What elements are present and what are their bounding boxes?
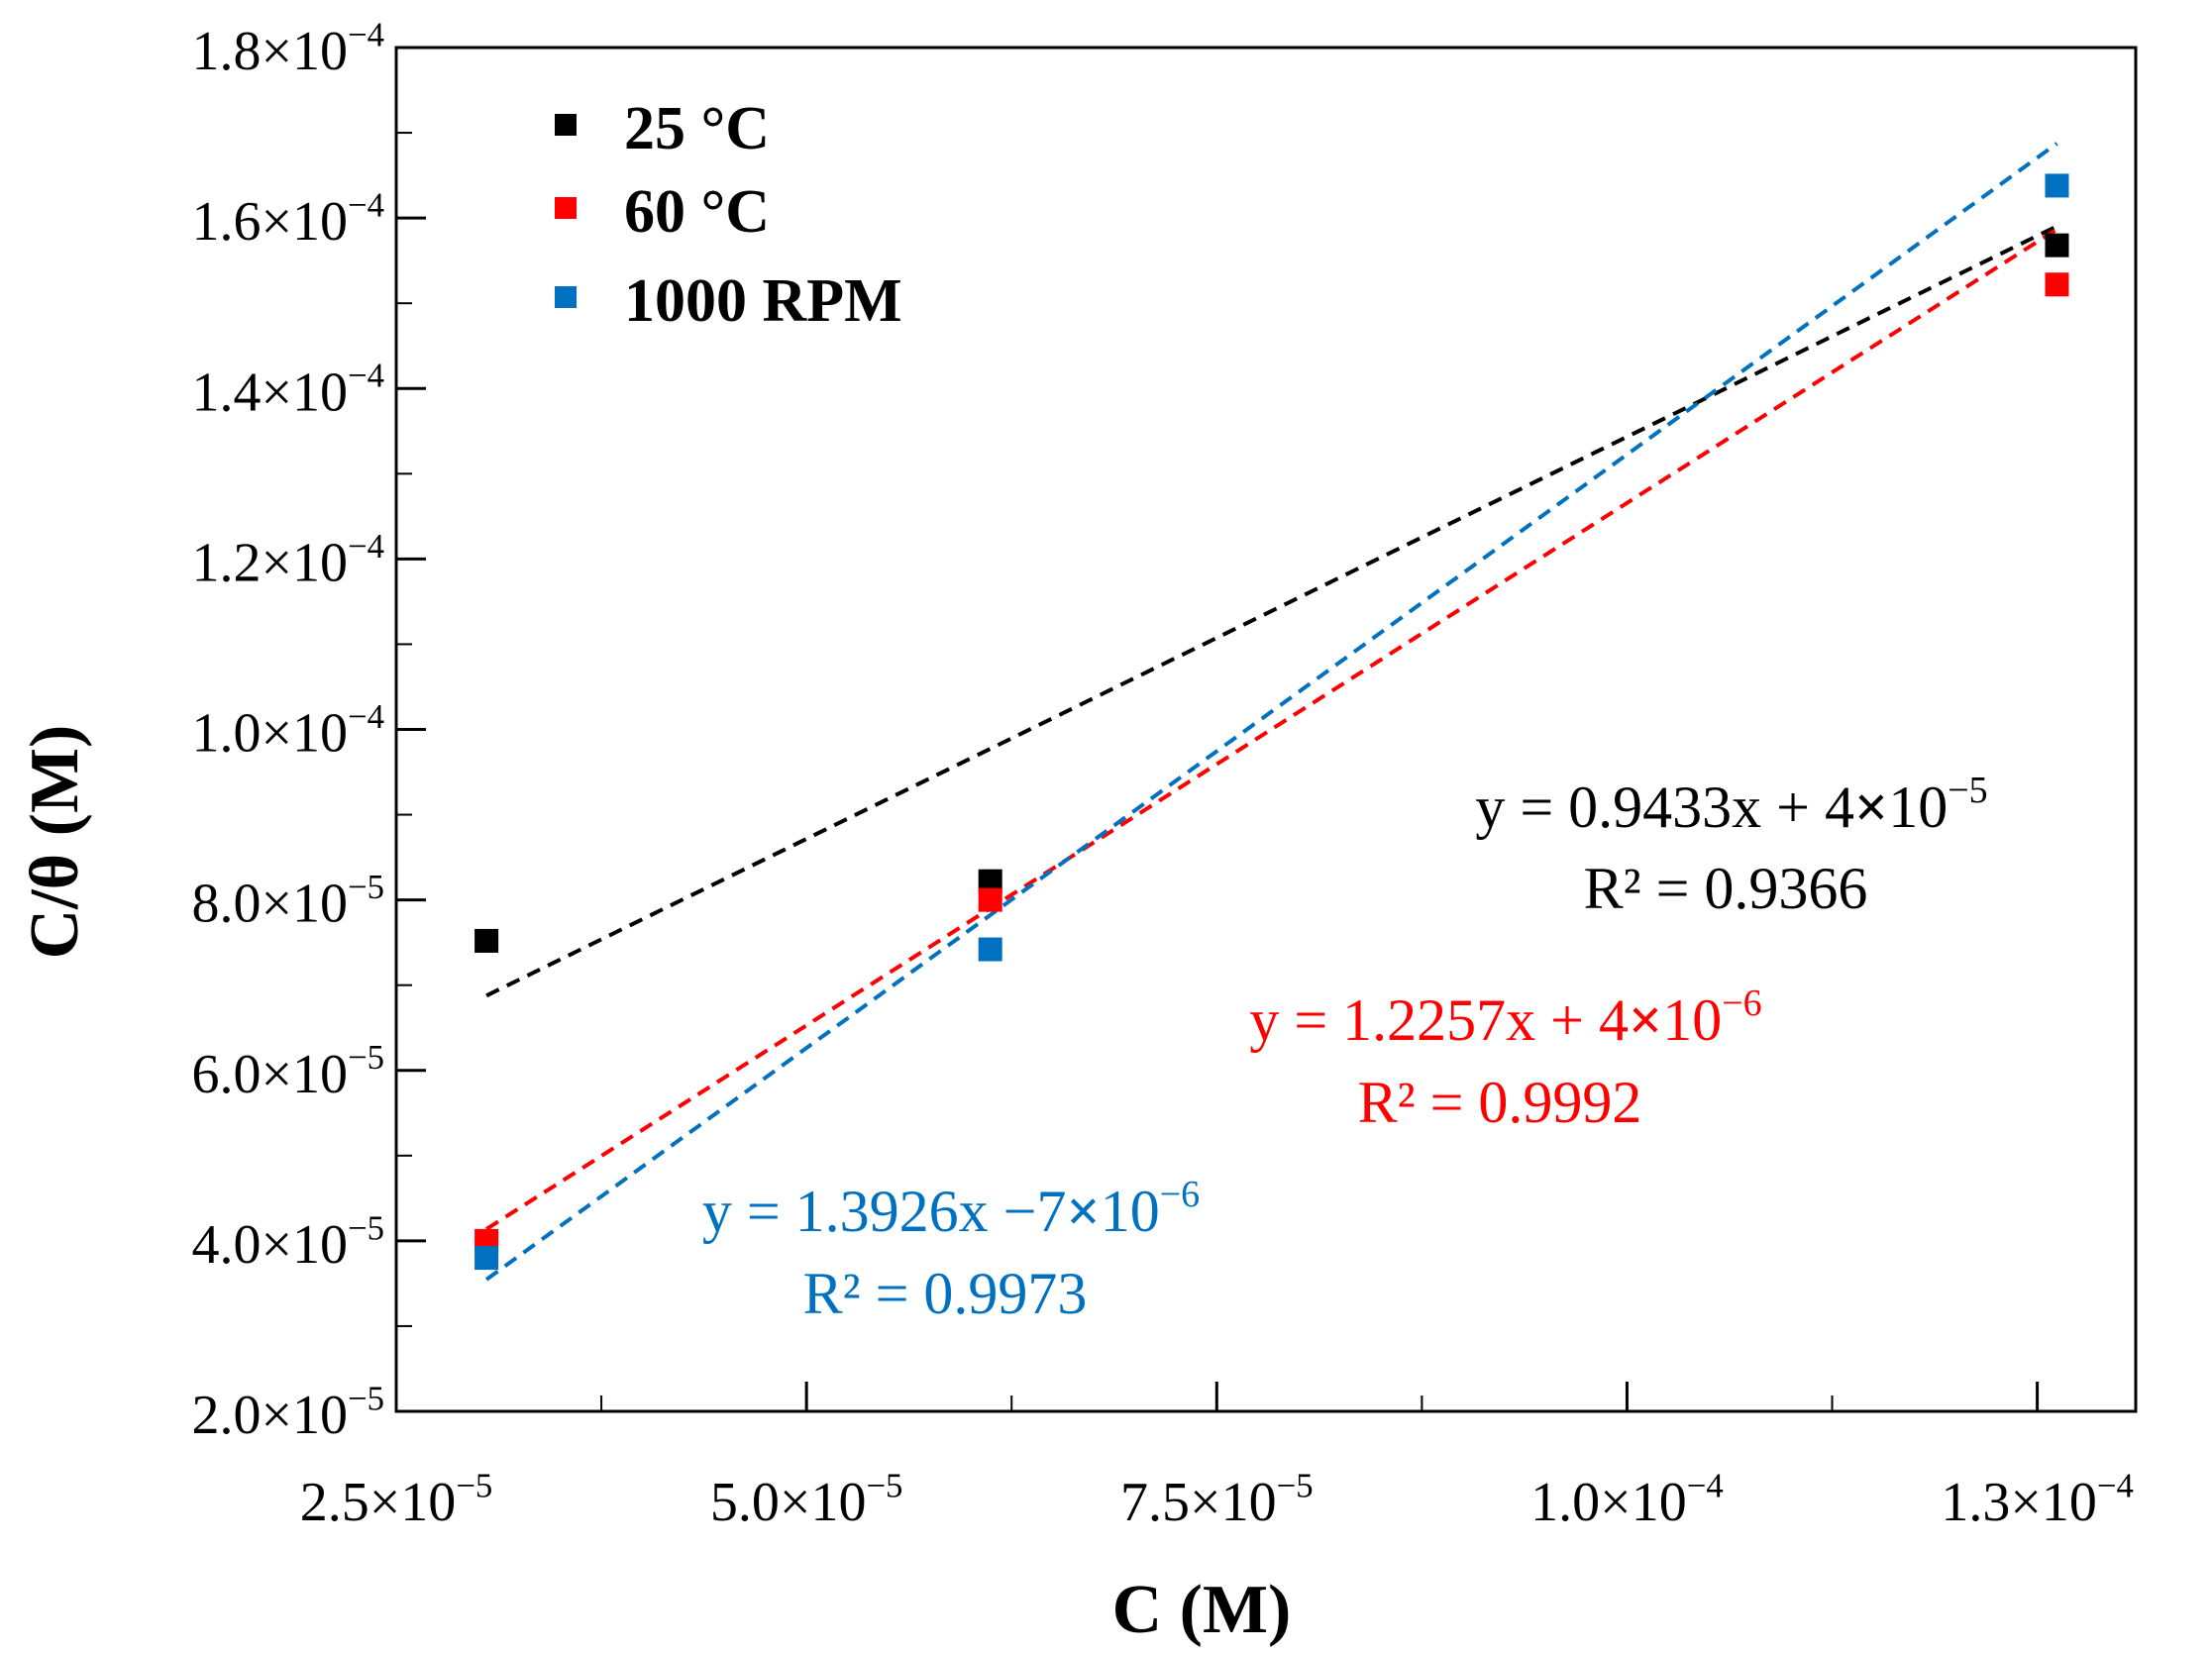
- fit-equation: y = 1.3926x −7×10−6: [702, 1174, 1200, 1244]
- legend-label: 1000 RPM: [624, 267, 902, 335]
- legend-marker: [555, 114, 577, 136]
- x-tick-label: 2.5×10−5: [300, 1466, 493, 1533]
- fit-lines: [484, 142, 2058, 1282]
- data-point: [2045, 272, 2069, 297]
- fit-line: [485, 227, 2058, 1231]
- legend: 25 °C 60 °C 1000 RPM: [555, 95, 902, 335]
- y-tick-label: 8.0×10−5: [191, 868, 384, 935]
- axis-ticks: 2.0×10−5 4.0×10−5 6.0×10−5 8.0×10−5 1.0×10−4…: [191, 15, 2133, 1533]
- legend-marker: [555, 286, 577, 308]
- y-tick-label: 2.0×10−5: [191, 1379, 384, 1446]
- plot-frame: [394, 46, 2138, 1413]
- data-point: [474, 928, 499, 953]
- legend-label: 25 °C: [624, 95, 770, 162]
- y-tick-label: 1.0×10−4: [191, 697, 384, 765]
- x-axis-label: C (M): [1112, 1572, 1292, 1648]
- data-point: [978, 937, 1002, 962]
- x-tick-label: 5.0×10−5: [710, 1466, 903, 1533]
- data-point: [2045, 173, 2069, 198]
- x-tick-label: 1.3×10−4: [1941, 1466, 2134, 1533]
- data-point: [474, 1246, 499, 1271]
- fit-equation: y = 1.2257x + 4×10−6: [1249, 982, 1761, 1053]
- legend-label: 60 °C: [624, 178, 770, 246]
- y-tick-label: 6.0×10−5: [191, 1038, 384, 1105]
- data-point: [2045, 233, 2069, 258]
- fit-annotations: y = 0.9433x + 4×10−5 R² = 0.9366 y = 1.225…: [702, 770, 1988, 1326]
- x-tick-label: 7.5×10−5: [1120, 1466, 1314, 1533]
- fit-equation: y = 0.9433x + 4×10−5: [1475, 770, 1987, 840]
- data-point: [978, 887, 1002, 912]
- data-points: [474, 173, 2069, 1271]
- fit-r-squared: R² = 0.9973: [803, 1261, 1088, 1326]
- y-tick-label: 1.6×10−4: [191, 186, 384, 254]
- legend-marker: [555, 197, 577, 219]
- fit-line: [484, 142, 2058, 1282]
- y-axis-label: C/θ (M): [17, 725, 93, 960]
- y-tick-label: 1.4×10−4: [191, 357, 384, 424]
- fit-r-squared: R² = 0.9366: [1584, 856, 1868, 921]
- fit-r-squared: R² = 0.9992: [1358, 1070, 1642, 1135]
- fit-line: [485, 224, 2058, 998]
- y-tick-label: 1.2×10−4: [191, 527, 384, 594]
- y-tick-label: 1.8×10−4: [191, 15, 384, 82]
- x-tick-label: 1.0×10−4: [1530, 1466, 1724, 1533]
- y-tick-label: 4.0×10−5: [191, 1208, 384, 1276]
